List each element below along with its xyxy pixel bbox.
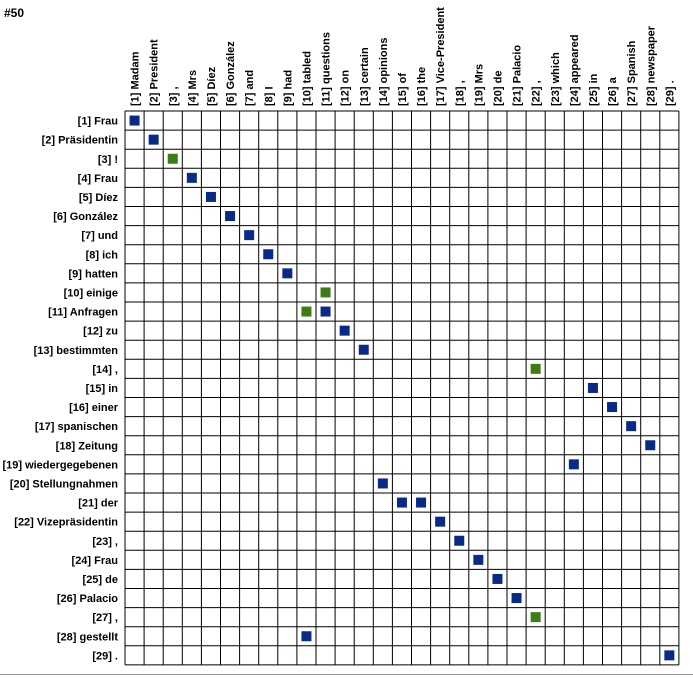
- source-word-label: [26] Palacio: [57, 593, 118, 605]
- target-word-label: [21] Palacio: [512, 45, 524, 106]
- source-word-label: [23] ,: [92, 536, 118, 548]
- sure-alignment-cell: [377, 478, 388, 489]
- bottom-divider: [0, 674, 693, 675]
- alignment-cells: [129, 115, 675, 661]
- target-word-label: [19] Mrs: [473, 64, 485, 106]
- target-word-label: [11] questions: [321, 32, 333, 106]
- sure-alignment-cell: [416, 497, 427, 508]
- target-word-label: [24] appeared: [569, 34, 581, 106]
- source-word-label: [21] der: [78, 498, 118, 510]
- sure-alignment-cell: [607, 402, 618, 413]
- sure-alignment-cell: [511, 593, 522, 604]
- target-word-label: [10] tabled: [301, 51, 313, 106]
- target-word-label: [3] ,: [168, 86, 180, 106]
- target-word-label: [7] and: [244, 70, 256, 106]
- source-word-label: [27] ,: [92, 612, 118, 624]
- source-word-label: [7] und: [81, 230, 118, 242]
- source-word-label: [4] Frau: [78, 173, 118, 185]
- target-word-label: [14] opinions: [378, 38, 390, 106]
- source-word-label: [10] einige: [64, 287, 118, 299]
- sure-alignment-cell: [435, 516, 446, 527]
- possible-alignment-cell: [167, 153, 178, 164]
- source-word-label: [14] ,: [92, 364, 118, 376]
- possible-alignment-cell: [530, 612, 541, 623]
- target-word-label: [18] ,: [454, 80, 466, 106]
- source-word-label: [18] Zeitung: [56, 440, 118, 452]
- source-word-labels: [1] Frau [2] Präsidentin [3] ! [4] Frau [5] …: [2, 116, 118, 663]
- sure-alignment-cell: [148, 134, 159, 145]
- target-word-label: [17] Vice-President: [435, 7, 447, 106]
- source-word-label: [12] zu: [83, 326, 118, 338]
- target-word-label: [16] the: [416, 67, 428, 106]
- source-word-label: [15] in: [86, 383, 119, 395]
- source-word-label: [19] wiedergegebenen: [2, 459, 118, 471]
- source-word-label: [9] hatten: [69, 268, 119, 280]
- target-word-label: [23] which: [550, 52, 562, 106]
- sure-alignment-cell: [205, 191, 216, 202]
- target-word-label: [13] certain: [359, 47, 371, 106]
- target-word-label: [15] of: [397, 73, 409, 106]
- target-word-label: [29] .: [664, 80, 676, 106]
- source-word-label: [1] Frau: [78, 116, 118, 128]
- target-word-label: [22] ,: [531, 80, 543, 106]
- source-word-label: [24] Frau: [72, 555, 118, 567]
- sure-alignment-cell: [473, 554, 484, 565]
- sure-alignment-cell: [339, 325, 350, 336]
- sure-alignment-cell: [129, 115, 140, 126]
- source-word-label: [6] González: [53, 211, 118, 223]
- target-word-label: [6] González: [225, 41, 237, 106]
- target-word-label: [26] a: [607, 76, 619, 106]
- target-word-label: [8] I: [263, 86, 275, 106]
- sure-alignment-cell: [358, 344, 369, 355]
- sure-alignment-cell: [301, 631, 312, 642]
- target-word-label: [28] newspaper: [645, 25, 657, 106]
- sure-alignment-cell: [587, 382, 598, 393]
- source-word-label: [2] Präsidentin: [42, 135, 119, 147]
- pair-id-label: #50: [4, 6, 25, 20]
- sure-alignment-cell: [263, 249, 274, 260]
- sure-alignment-cell: [225, 211, 236, 222]
- grid-lines: [124, 110, 680, 666]
- target-word-label: [4] Mrs: [187, 70, 199, 106]
- source-word-label: [11] Anfragen: [48, 307, 118, 319]
- sure-alignment-cell: [568, 459, 579, 470]
- source-word-label: [17] spanischen: [35, 421, 118, 433]
- target-word-label: [9] had: [282, 70, 294, 106]
- source-word-label: [8] ich: [86, 249, 119, 261]
- sure-alignment-cell: [664, 650, 675, 661]
- possible-alignment-cell: [530, 363, 541, 374]
- target-word-label: [12] on: [340, 70, 352, 106]
- source-word-label: [22] Vizepräsidentin: [14, 517, 118, 529]
- target-word-label: [20] de: [492, 71, 504, 106]
- sure-alignment-cell: [396, 497, 407, 508]
- source-word-label: [5] Díez: [79, 192, 119, 204]
- target-word-label: [27] Spanish: [626, 40, 638, 106]
- target-word-labels: [1] Madam [2] President [3] , [4] Mrs [5] Dí…: [130, 7, 677, 106]
- sure-alignment-cell: [320, 306, 331, 317]
- sure-alignment-cell: [454, 535, 465, 546]
- sure-alignment-cell: [282, 268, 293, 279]
- sure-alignment-cell: [492, 573, 503, 584]
- target-word-label: [25] in: [588, 73, 600, 106]
- target-word-label: [2] President: [149, 39, 161, 106]
- sure-alignment-cell: [186, 172, 197, 183]
- target-word-label: [5] Díez: [206, 66, 218, 106]
- sure-alignment-cell: [645, 440, 656, 451]
- sure-alignment-cell: [244, 230, 255, 241]
- source-word-label: [28] gestellt: [57, 631, 118, 643]
- target-word-label: [1] Madam: [130, 51, 142, 106]
- possible-alignment-cell: [320, 287, 331, 298]
- source-word-label: [25] de: [83, 574, 118, 586]
- source-word-label: [13] bestimmten: [34, 345, 119, 357]
- source-word-label: [3] !: [98, 154, 118, 166]
- source-word-label: [20] Stellungnahmen: [10, 478, 118, 490]
- source-word-label: [16] einer: [69, 402, 119, 414]
- sure-alignment-cell: [626, 421, 637, 432]
- source-word-label: [29] .: [92, 650, 118, 662]
- possible-alignment-cell: [301, 306, 312, 317]
